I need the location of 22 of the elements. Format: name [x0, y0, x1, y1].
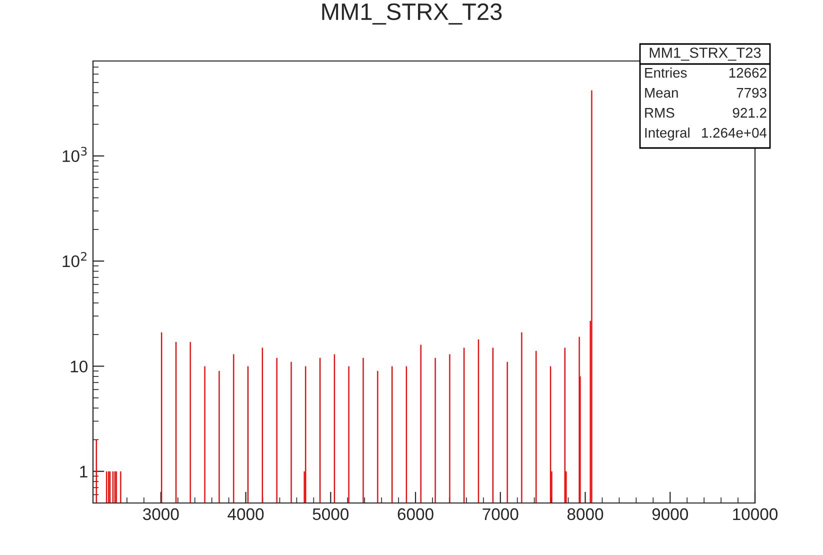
annotation: 1.264e+04	[702, 128, 767, 138]
y-tick-label: 1	[80, 466, 88, 478]
x-tick-label: 10000	[733, 508, 778, 520]
y-tick-label: 10$^{3}$	[62, 146, 87, 162]
x-tick-label: 3000	[142, 508, 179, 520]
annotation: RMS	[645, 108, 674, 118]
annotation: 7793	[736, 88, 766, 98]
y-tick-label: 10$^{2}$	[62, 252, 86, 268]
text: MM1_STRX_T23	[650, 48, 761, 61]
annotation: 921.2	[732, 108, 766, 118]
x-tick-label: 5000	[312, 508, 349, 520]
y-tick-label: 10	[70, 360, 88, 372]
x-tick-label: 4000	[228, 508, 264, 520]
x-tick-label: 8000	[567, 508, 604, 520]
annotation: 12662	[729, 68, 766, 78]
x-tick-label: 7000	[482, 508, 518, 520]
annotation: Entries	[645, 68, 687, 78]
annotation: Mean	[645, 88, 678, 98]
x-tick-label: 6000	[398, 508, 434, 520]
annotation: Integral	[645, 128, 690, 140]
x-tick-label: 9000	[652, 508, 688, 520]
chart-title: MM1_STRX_T23	[322, 3, 502, 25]
